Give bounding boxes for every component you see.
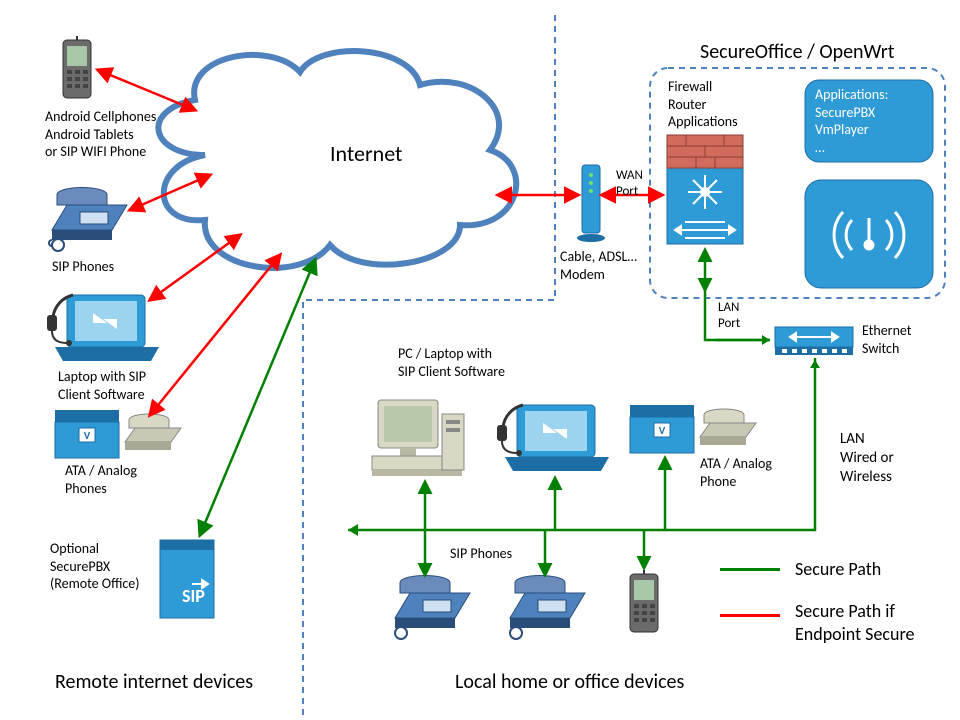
svg-text:V: V bbox=[659, 424, 666, 437]
pc-laptop-label: PC / Laptop with SIP Client Software bbox=[398, 345, 505, 380]
arrow-cell-cloud bbox=[98, 70, 195, 110]
arrow-pbx-cloud bbox=[200, 260, 315, 535]
sip-phone-bottom2-icon bbox=[510, 576, 585, 640]
legend-red-line bbox=[720, 614, 780, 617]
remote-devices-title: Remote internet devices bbox=[55, 670, 253, 694]
firewall-label: Firewall Router Applications bbox=[668, 78, 738, 131]
ethernet-switch-label: Ethernet Switch bbox=[862, 322, 912, 357]
sip-phone-left-icon bbox=[49, 188, 127, 252]
sip-phone-bottom1-icon bbox=[395, 576, 470, 640]
local-devices-title: Local home or office devices bbox=[455, 670, 684, 694]
wireless-ap-icon bbox=[805, 180, 933, 288]
android-label: Android Cellphones Android Tablets or SI… bbox=[45, 108, 156, 161]
sip-phones-left-label: SIP Phones bbox=[52, 258, 114, 276]
sip-phones-local-label: SIP Phones bbox=[450, 545, 512, 563]
ata-phones-label: ATA / Analog Phones bbox=[65, 462, 137, 497]
lan-port-label: LAN Port bbox=[718, 300, 740, 333]
arrow-laptop-cloud bbox=[150, 235, 240, 300]
legend-green-line bbox=[720, 568, 780, 571]
laptop-sip-left-icon bbox=[47, 295, 159, 361]
laptop-sip-center-icon bbox=[497, 405, 609, 471]
legend-green-label: Secure Path bbox=[795, 558, 881, 581]
applications-label: Applications: SecurePBX VmPlayer … bbox=[815, 86, 888, 156]
ata-phone-left-icon: V bbox=[55, 410, 181, 458]
legend-red-label: Secure Path if Endpoint Secure bbox=[795, 600, 914, 645]
securepbx-icon: SIP bbox=[160, 540, 214, 618]
svg-text:V: V bbox=[84, 429, 91, 442]
modem-label: Cable, ADSL… Modem bbox=[560, 248, 637, 283]
ata-phone-center-icon: V bbox=[630, 405, 756, 453]
ata-phone-center-label: ATA / Analog Phone bbox=[700, 455, 772, 490]
modem-icon bbox=[577, 165, 605, 242]
ethernet-switch-icon bbox=[775, 327, 853, 355]
wan-port-label: WAN Port bbox=[616, 168, 643, 201]
secureoffice-title: SecureOffice / OpenWrt bbox=[700, 40, 894, 65]
cellphone-icon bbox=[63, 36, 91, 98]
router-icon bbox=[667, 135, 743, 244]
lan-wired-label: LAN Wired or Wireless bbox=[840, 430, 894, 486]
pc-desktop-icon bbox=[372, 400, 464, 476]
internet-label: Internet bbox=[330, 140, 402, 168]
optional-pbx-label: Optional SecurePBX (Remote Office) bbox=[50, 540, 140, 593]
laptop-sip-label: Laptop with SIP Client Software bbox=[58, 368, 146, 403]
cellphone-bottom-icon bbox=[630, 570, 658, 632]
